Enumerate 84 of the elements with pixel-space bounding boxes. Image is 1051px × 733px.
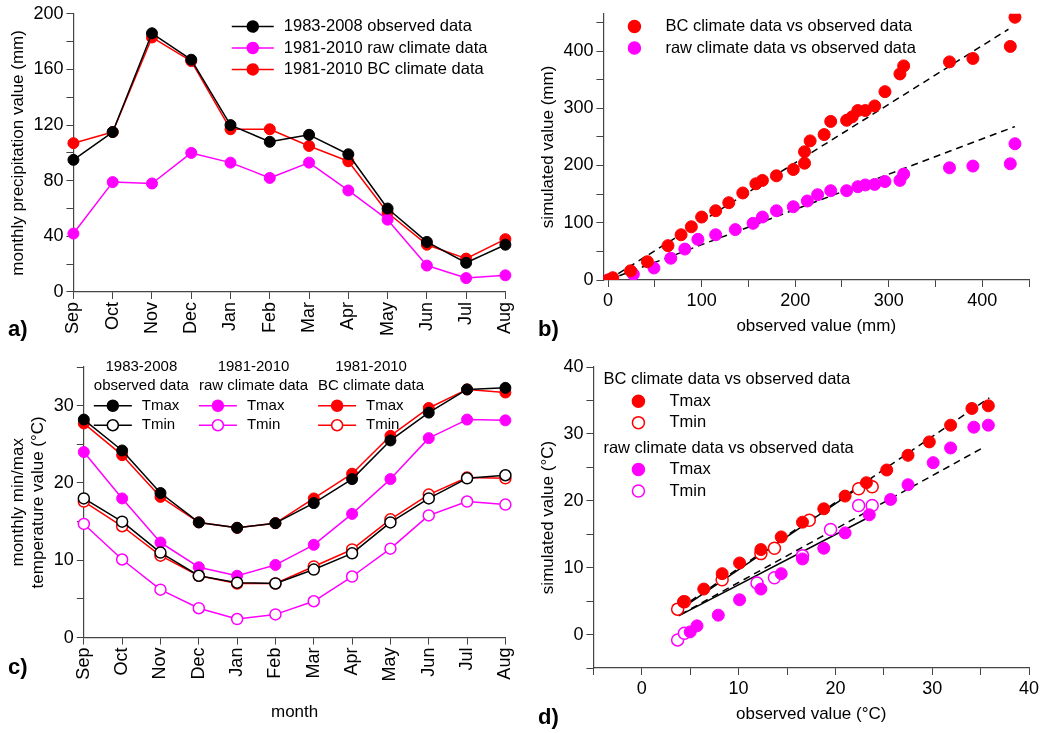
x-tick-label: Dec — [187, 647, 208, 680]
text: c) — [8, 654, 28, 680]
y-tick-label: 100 — [563, 211, 594, 232]
legend-label: 1981-2010 raw climate data — [283, 37, 489, 56]
y-tick-label: 160 — [33, 58, 64, 79]
y-axis-title: simulated value (°C) — [537, 440, 557, 595]
x-tick-label: Aug — [494, 302, 515, 335]
x-tick-label: Jun — [417, 647, 438, 677]
x-tick-label: 200 — [780, 289, 811, 310]
x-tick-label: Aug — [494, 647, 515, 680]
y-tick-label: 0 — [573, 623, 584, 644]
x-tick-label: Feb — [264, 647, 285, 679]
x-tick-label: 10 — [728, 677, 749, 698]
y-tick-label: 10 — [563, 556, 584, 577]
x-tick-label: May — [376, 302, 397, 337]
legend-label: raw climate data vs observed data — [665, 37, 917, 56]
x-tick-label: 20 — [825, 677, 846, 698]
y-tick-label: 300 — [563, 97, 594, 118]
y-tick-label: 120 — [33, 114, 64, 135]
legend-label: Tmax — [366, 395, 405, 413]
x-tick-label: 300 — [873, 289, 904, 310]
legend-label: Tmax — [141, 395, 180, 413]
x-tick-label: 0 — [636, 677, 647, 698]
text: 1983-2008 observed data — [93, 356, 189, 394]
x-tick-label: Nov — [140, 302, 161, 335]
y-tick-label: 40 — [563, 355, 584, 376]
text: d) — [538, 704, 559, 730]
y-tick-label: 40 — [43, 225, 64, 246]
legend-label: Tmax — [246, 395, 285, 413]
legend-label: BC climate data vs observed data — [665, 16, 913, 35]
x-axis-title: observed value (°C) — [736, 704, 887, 724]
y-tick-label: 80 — [43, 169, 64, 190]
x-tick-label: 0 — [603, 289, 614, 310]
x-tick-label: Jan — [219, 302, 240, 332]
x-tick-label: Sep — [72, 647, 93, 680]
x-tick-label: 400 — [967, 289, 998, 310]
y-tick-label: 200 — [563, 154, 594, 175]
text: b) — [538, 316, 559, 342]
legend-label: Tmax — [669, 459, 712, 478]
y-tick-label: 20 — [563, 489, 584, 510]
x-tick-label: Dec — [180, 302, 201, 335]
x-tick-label: May — [379, 647, 400, 682]
text: 1981-2010 BC climate data — [318, 356, 424, 394]
x-tick-label: Jan — [226, 647, 247, 677]
y-tick-label: 400 — [563, 39, 594, 60]
y-tick-label: 0 — [583, 268, 594, 289]
legend-label: Tmin — [246, 415, 281, 433]
text: 1981-2010 raw climate data — [198, 356, 309, 394]
y-tick-label: 30 — [53, 394, 74, 415]
x-tick-label: Nov — [149, 647, 170, 680]
x-tick-label: Mar — [302, 647, 323, 679]
legend-label: 1983-2008 observed data — [283, 16, 473, 35]
x-axis-title: month — [270, 702, 319, 722]
x-axis-title: observed value (mm) — [736, 316, 897, 336]
legend-label: Tmin — [669, 412, 707, 431]
legend-label: Tmin — [141, 415, 176, 433]
x-tick-label: Apr — [341, 647, 362, 676]
y-axis-title: simulated value (mm) — [537, 65, 557, 229]
x-tick-label: Jul — [455, 302, 476, 326]
y-axis-title: monthly precipitation value (mm) — [7, 30, 27, 276]
x-tick-label: Oct — [101, 302, 122, 331]
legend-label: Tmin — [366, 415, 400, 433]
x-tick-label: Feb — [258, 302, 279, 334]
y-tick-label: 10 — [53, 549, 74, 570]
x-tick-label: Jun — [415, 302, 436, 332]
text: a) — [8, 316, 28, 342]
x-tick-label: 40 — [1018, 677, 1040, 698]
x-tick-label: 30 — [922, 677, 943, 698]
text: raw climate data vs observed data — [603, 437, 854, 456]
x-tick-label: Jul — [456, 647, 477, 671]
x-tick-label: 100 — [686, 289, 717, 310]
y-tick-label: 20 — [53, 471, 74, 492]
y-tick-label: 0 — [63, 626, 74, 647]
x-tick-label: Sep — [62, 302, 83, 335]
x-tick-label: Apr — [337, 301, 358, 331]
legend-label: Tmin — [669, 480, 707, 499]
legend-label: Tmax — [669, 390, 712, 409]
legend-label: 1981-2010 BC climate data — [283, 58, 485, 77]
y-axis-title: monthly min/max temperature value (°C) — [7, 416, 48, 589]
y-tick-label: 200 — [33, 2, 64, 23]
y-tick-label: 30 — [563, 422, 584, 443]
x-tick-label: Mar — [298, 301, 319, 333]
text: BC climate data vs observed data — [603, 369, 851, 388]
x-tick-label: Oct — [111, 647, 132, 676]
